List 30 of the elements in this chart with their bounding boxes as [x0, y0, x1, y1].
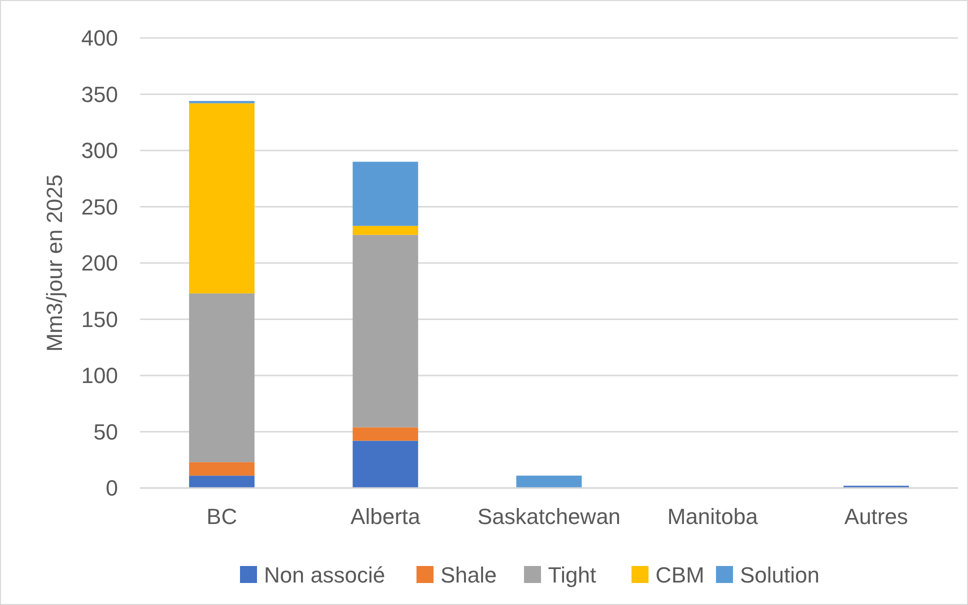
y-axis-title: Mm3/jour en 2025 [42, 174, 67, 352]
bar [516, 476, 582, 488]
x-tick-label: Manitoba [667, 504, 759, 529]
x-tick-label: BC [206, 504, 238, 529]
bar [189, 476, 255, 488]
bar [352, 226, 418, 235]
x-tick-label: Alberta [350, 504, 422, 529]
y-tick-label: 250 [81, 194, 118, 220]
x-tick-label: Autres [844, 504, 908, 529]
x-tick-label: Saskatchewan [477, 504, 621, 529]
bar [352, 162, 418, 226]
bar [352, 234, 418, 428]
legend-label: Tight [548, 562, 596, 588]
y-tick-label: 50 [94, 419, 118, 444]
legend-label: Shale [440, 562, 497, 588]
y-tick-label: 350 [81, 82, 118, 107]
bar [189, 462, 255, 476]
y-tick-label: 200 [81, 250, 118, 276]
legend-label: Non associé [264, 562, 386, 588]
y-tick-label: 0 [106, 476, 118, 501]
y-tick-label: 150 [81, 306, 118, 332]
bar [189, 293, 255, 462]
bar [352, 440, 418, 488]
legend-label: CBM [656, 562, 704, 588]
y-tick-label: 100 [81, 363, 118, 388]
legend-label: Solution [740, 562, 820, 588]
bar [189, 103, 255, 294]
y-tick-label: 400 [81, 26, 118, 51]
bar [352, 427, 418, 441]
y-tick-label: 300 [81, 138, 118, 164]
